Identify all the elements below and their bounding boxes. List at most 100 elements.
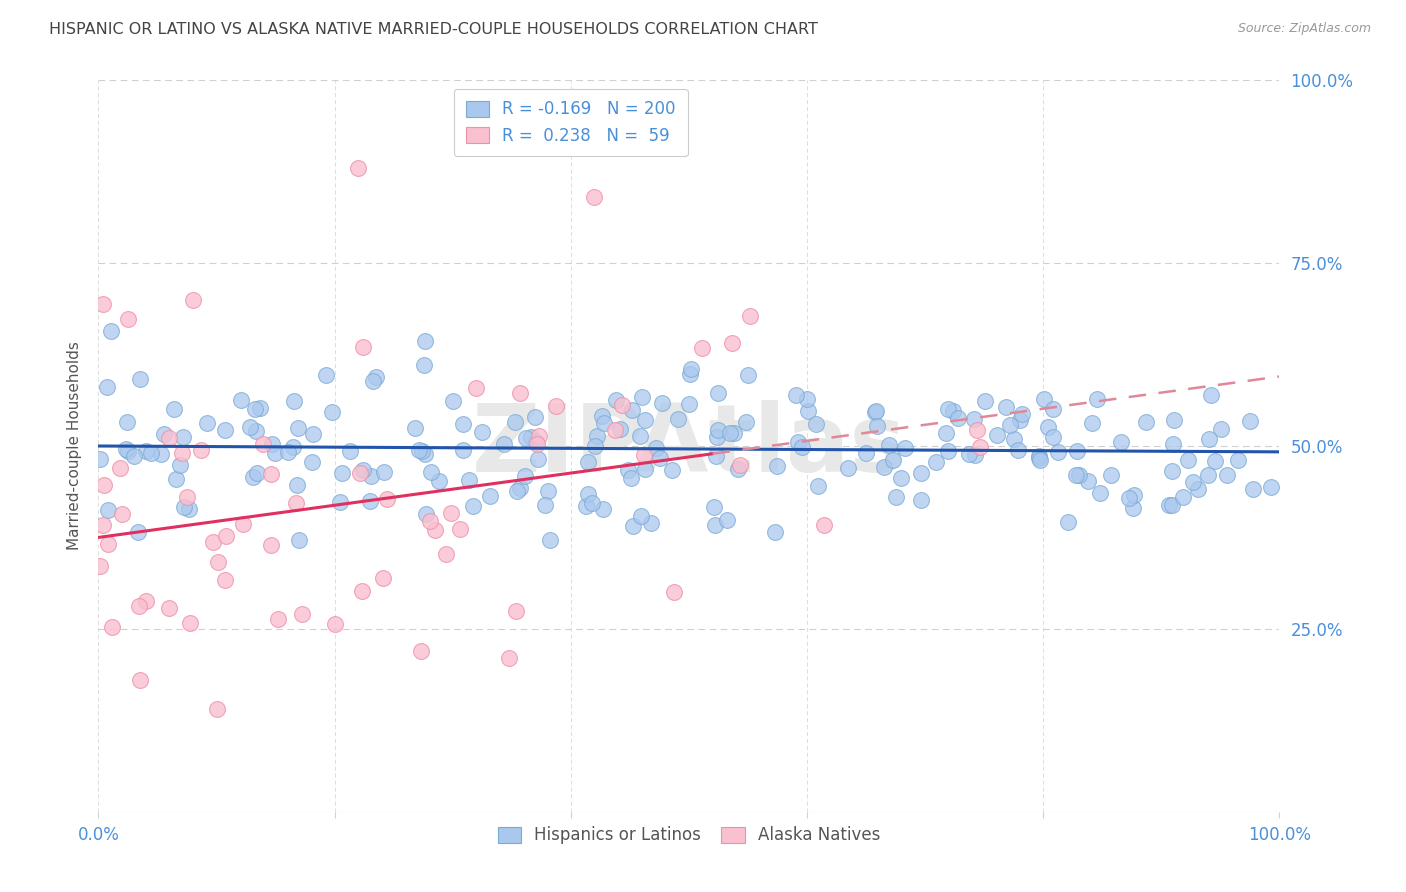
Point: [645, 441, 668, 455]
Point: [172, 430, 194, 444]
Point: [409, 644, 432, 658]
Point: [181, 293, 204, 307]
Point: [877, 438, 900, 452]
Point: [436, 547, 458, 561]
Point: [1099, 467, 1122, 482]
Point: [679, 367, 702, 381]
Point: [418, 515, 440, 529]
Point: [441, 393, 464, 408]
Point: [666, 412, 689, 426]
Point: [727, 462, 749, 476]
Point: [890, 471, 912, 485]
Point: [169, 458, 191, 473]
Point: [329, 495, 352, 509]
Point: [628, 429, 651, 443]
Point: [1199, 388, 1222, 402]
Point: [245, 424, 267, 438]
Point: [361, 374, 384, 388]
Point: [190, 442, 212, 457]
Point: [995, 400, 1018, 414]
Point: [494, 437, 516, 451]
Point: [610, 398, 633, 412]
Point: [519, 430, 541, 444]
Point: [1066, 467, 1088, 482]
Point: [966, 423, 988, 437]
Point: [505, 604, 527, 618]
Point: [527, 451, 550, 466]
Point: [135, 593, 157, 607]
Point: [575, 500, 598, 514]
Point: [243, 402, 266, 417]
Point: [605, 423, 627, 437]
Point: [281, 440, 304, 454]
Legend: Hispanics or Latinos, Alaska Natives: Hispanics or Latinos, Alaska Natives: [491, 820, 887, 851]
Point: [1032, 392, 1054, 406]
Point: [284, 496, 307, 510]
Point: [135, 443, 157, 458]
Point: [162, 401, 184, 416]
Point: [214, 423, 236, 437]
Point: [706, 423, 728, 437]
Point: [97, 503, 120, 517]
Point: [737, 368, 759, 383]
Point: [1042, 402, 1064, 417]
Point: [115, 415, 138, 429]
Point: [285, 478, 308, 492]
Point: [124, 449, 146, 463]
Text: HISPANIC OR LATINO VS ALASKA NATIVE MARRIED-COUPLE HOUSEHOLDS CORRELATION CHART: HISPANIC OR LATINO VS ALASKA NATIVE MARR…: [49, 22, 818, 37]
Point: [1028, 449, 1050, 463]
Point: [1042, 430, 1064, 444]
Point: [609, 422, 631, 436]
Point: [96, 380, 118, 394]
Point: [117, 444, 139, 458]
Point: [413, 447, 436, 461]
Text: ZIPAtlas: ZIPAtlas: [471, 400, 907, 492]
Point: [583, 190, 606, 204]
Point: [93, 478, 115, 492]
Point: [101, 620, 124, 634]
Point: [703, 500, 725, 514]
Point: [349, 466, 371, 480]
Point: [141, 446, 163, 460]
Point: [704, 518, 727, 533]
Point: [1057, 515, 1080, 529]
Point: [509, 481, 531, 495]
Point: [721, 336, 744, 351]
Point: [681, 362, 703, 376]
Point: [766, 459, 789, 474]
Point: [1122, 500, 1144, 515]
Point: [321, 404, 343, 418]
Point: [1066, 444, 1088, 458]
Point: [359, 493, 381, 508]
Point: [591, 409, 613, 423]
Point: [1157, 499, 1180, 513]
Y-axis label: Married-couple Households: Married-couple Households: [66, 342, 82, 550]
Point: [634, 413, 657, 427]
Point: [631, 391, 654, 405]
Point: [157, 601, 180, 615]
Point: [948, 410, 970, 425]
Point: [605, 392, 627, 407]
Point: [910, 466, 932, 480]
Point: [1047, 444, 1070, 458]
Point: [506, 483, 529, 498]
Point: [523, 410, 546, 425]
Point: [513, 468, 536, 483]
Point: [277, 445, 299, 459]
Point: [1204, 453, 1226, 467]
Point: [315, 368, 337, 383]
Point: [114, 442, 136, 456]
Point: [882, 453, 904, 467]
Point: [957, 447, 980, 461]
Point: [707, 386, 730, 401]
Point: [963, 449, 986, 463]
Point: [1161, 464, 1184, 478]
Point: [728, 458, 751, 472]
Point: [837, 460, 859, 475]
Point: [350, 584, 373, 599]
Point: [207, 555, 229, 569]
Point: [538, 533, 561, 548]
Point: [583, 439, 606, 453]
Point: [515, 431, 537, 445]
Point: [108, 460, 131, 475]
